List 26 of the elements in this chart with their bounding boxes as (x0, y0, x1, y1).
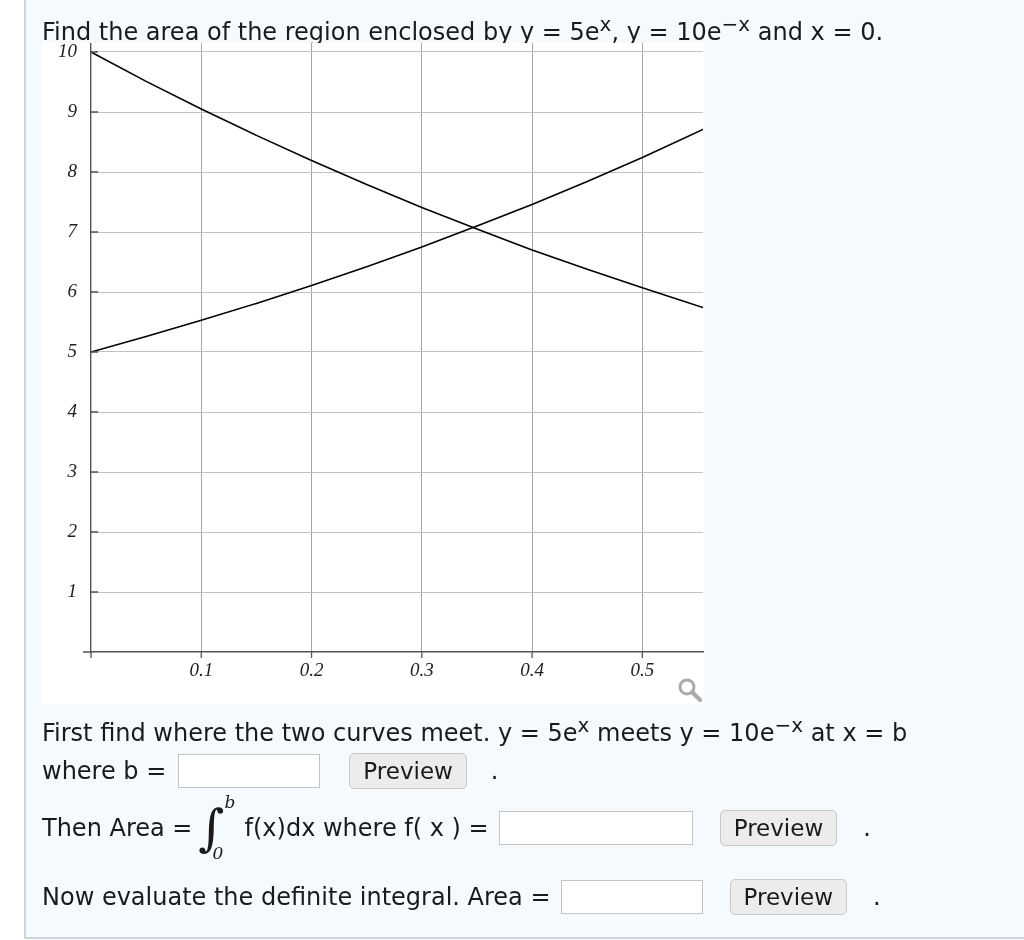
text: . (490, 757, 499, 785)
preview-button: Preview (729, 879, 848, 915)
y-tick-label: 4 (67, 400, 78, 421)
y-tick-label: 6 (67, 280, 78, 301)
y-tick-label: 8 (67, 160, 78, 181)
y-tick-label: 7 (67, 220, 79, 241)
text: First find where the two curves meet. y = 5e$^{x}$ meets y = 10e$^{−x}$ at x = b (42, 713, 908, 747)
y-tick-label: 2 (67, 520, 78, 541)
x-tick-label: 0.2 (299, 659, 324, 681)
x-tick-label: 0.3 (409, 659, 434, 681)
y-tick-label: 9 (67, 100, 78, 121)
y-tick-label: 5 (67, 340, 77, 361)
y-tick-label: 10 (58, 40, 78, 61)
preview-button: Preview (719, 810, 838, 846)
y-tick-label: 3 (66, 460, 77, 481)
y-tick-label: 1 (67, 580, 77, 601)
text: f(x)dx where f( x ) = (244, 814, 489, 842)
text: where b = (42, 757, 167, 785)
x-tick-label: 0.1 (189, 659, 214, 681)
x-tick-label: 0.4 (520, 659, 545, 681)
x-tick-label: 0.5 (630, 659, 655, 681)
text: . (863, 814, 871, 842)
text: Now evaluate the definite integral. Area = (42, 883, 551, 911)
text: Then Area = (42, 814, 193, 842)
preview-button: Preview (349, 753, 467, 789)
text: . (873, 883, 881, 911)
